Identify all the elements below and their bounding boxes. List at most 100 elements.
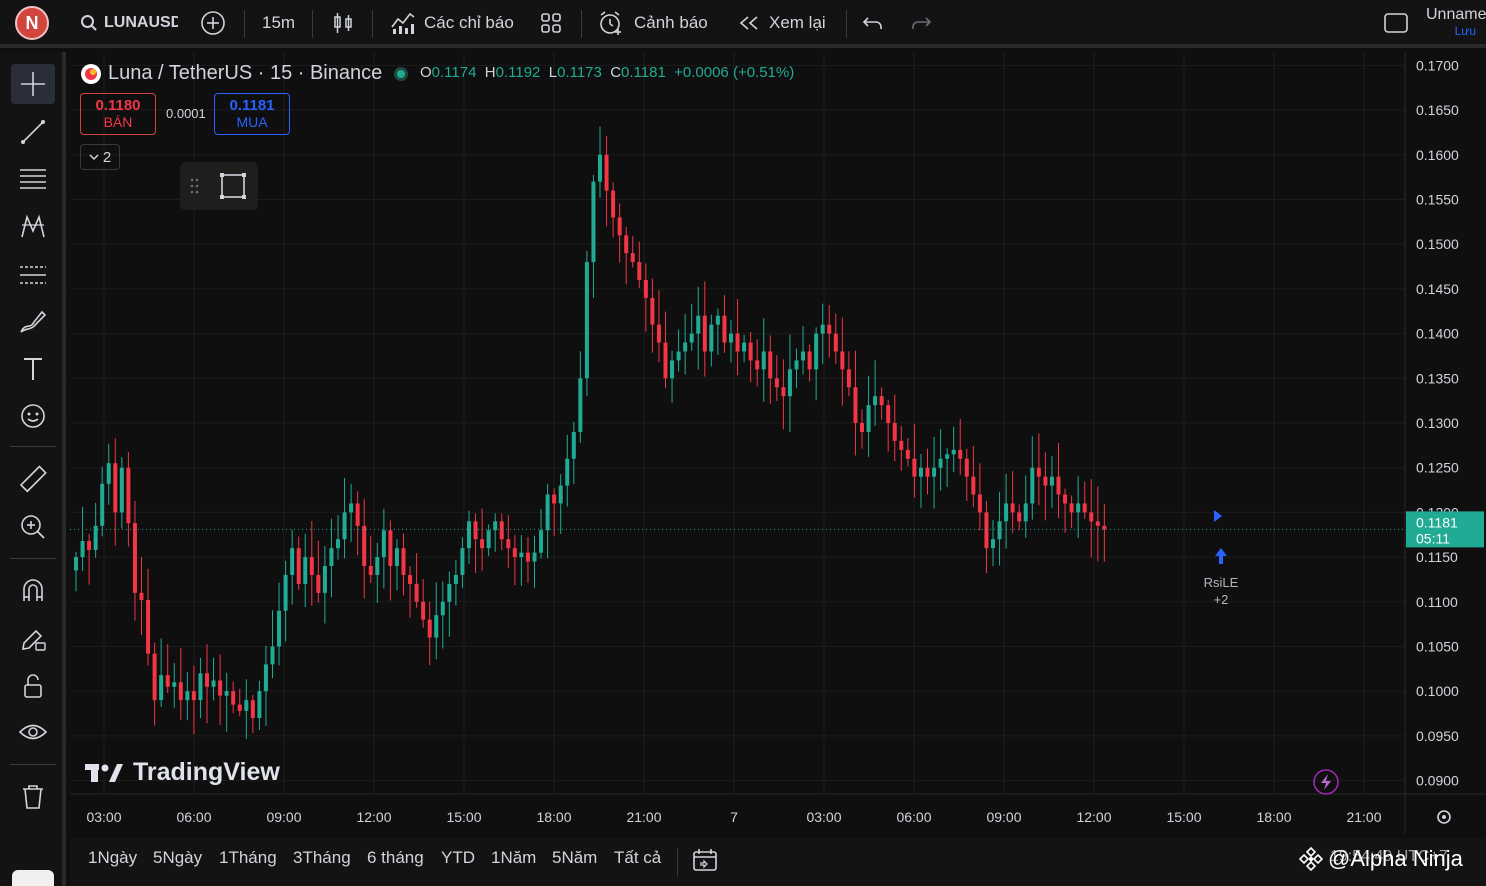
chart-pane[interactable]: 0.1700 0.1650 0.1600 0.1550 0.1500 0.1450 0.14… <box>70 52 1486 834</box>
replay-button[interactable]: Xem lại <box>737 0 826 46</box>
hide-drawings-tool[interactable] <box>11 713 55 753</box>
range-6m[interactable]: 6 tháng <box>367 848 424 867</box>
remove-drawings-tool[interactable] <box>11 777 55 817</box>
pencil-lock-icon <box>22 629 46 651</box>
y-tick-label: 0.1300 <box>1416 415 1459 431</box>
y-tick-label: 0.0900 <box>1416 773 1459 789</box>
candle-body <box>493 521 498 531</box>
candle-body <box>283 574 288 611</box>
range-1y[interactable]: 1Năm <box>491 848 537 867</box>
candle-body <box>1076 503 1081 513</box>
zoom-tool[interactable] <box>11 507 55 547</box>
range-ytd[interactable]: YTD <box>441 848 475 867</box>
redo-icon <box>912 17 932 29</box>
lightning-icon <box>1321 774 1331 790</box>
buy-button[interactable]: 0.1181 MUA <box>214 93 290 135</box>
candle-body <box>814 333 819 370</box>
candle-body <box>316 574 321 593</box>
candle-body <box>106 463 111 484</box>
candle-body <box>748 342 753 361</box>
range-3m[interactable]: 3Tháng <box>293 848 351 867</box>
templates-button[interactable] <box>540 0 562 46</box>
measure-tool[interactable] <box>11 460 55 500</box>
lightning-circle-icon <box>1313 769 1339 795</box>
symbol-search-button[interactable]: LUNAUSD <box>80 0 178 46</box>
indicators-button[interactable]: Các chỉ báo <box>390 0 514 46</box>
settings-gear-center <box>1442 815 1446 819</box>
smiley-icon <box>21 404 45 428</box>
candle-body <box>211 680 216 687</box>
candle-body <box>303 557 308 584</box>
indicators-label: Các chỉ báo <box>424 13 514 32</box>
candle-body <box>886 405 891 423</box>
layout-name[interactable]: Unname Lưu <box>1426 6 1486 38</box>
range-1m[interactable]: 1Tháng <box>219 848 277 867</box>
x-tick-label: 15:00 <box>446 809 481 825</box>
zoom-in-icon <box>21 515 45 539</box>
lock-drawings-tool[interactable] <box>11 666 55 706</box>
candle-body <box>375 557 380 575</box>
candle-body <box>860 423 864 432</box>
candle-body <box>460 548 465 575</box>
y-tick-label: 0.1450 <box>1416 281 1459 297</box>
candle-body <box>329 548 334 567</box>
candle-body <box>787 369 792 397</box>
symbol-legend[interactable]: Luna / TetherUS · 15 · Binance <box>80 62 409 85</box>
drag-handle-icon[interactable] <box>190 177 200 195</box>
divider <box>10 558 56 559</box>
range-all[interactable]: Tất cả <box>614 848 662 867</box>
chart-type-button[interactable] <box>332 0 354 46</box>
redo-button[interactable] <box>910 0 932 46</box>
range-5y[interactable]: 5Năm <box>552 848 598 867</box>
candle-body <box>322 566 327 593</box>
settings-gear-icon <box>1437 810 1451 824</box>
candle-body <box>925 467 930 477</box>
text-tool[interactable] <box>11 349 55 389</box>
sell-button[interactable]: 0.1180 BÁN <box>80 93 156 135</box>
save-label[interactable]: Lưu <box>1454 24 1476 38</box>
candle-body <box>807 351 812 370</box>
spread-value: 0.0001 <box>166 106 206 121</box>
interval-button[interactable]: 15m <box>262 13 296 32</box>
candle-body <box>702 315 707 352</box>
range-1d[interactable]: 1Ngày <box>88 848 138 867</box>
crosshair-tool[interactable] <box>11 64 55 104</box>
candle-body <box>277 610 282 647</box>
candle-body <box>87 541 92 550</box>
candle-body <box>696 315 701 334</box>
pattern-tool[interactable] <box>11 207 55 247</box>
candle-body <box>598 154 602 182</box>
fib-tool[interactable] <box>11 159 55 199</box>
brush-tool[interactable] <box>11 302 55 342</box>
date-range-icon[interactable] <box>692 848 718 872</box>
candle-body <box>676 351 681 361</box>
candle-body <box>650 297 655 325</box>
object-tree-button[interactable] <box>12 870 54 886</box>
ohlc-values: O0.1174 H0.1192 L0.1173 C0.1181 +0.0006 … <box>420 64 794 81</box>
range-5d[interactable]: 5Ngày <box>153 848 203 867</box>
trend-line-icon <box>21 120 45 144</box>
prediction-tool[interactable] <box>11 255 55 295</box>
y-tick-label: 0.0950 <box>1416 728 1459 744</box>
candle-body <box>296 548 301 584</box>
alerts-button[interactable]: Cảnh báo <box>598 0 708 46</box>
price-chart[interactable]: 0.1700 0.1650 0.1600 0.1550 0.1500 0.1450 0.14… <box>70 52 1486 834</box>
x-tick-label: 18:00 <box>1256 809 1291 825</box>
trend-line-tool[interactable] <box>11 112 55 152</box>
layout-toggle-button[interactable] <box>1383 0 1409 46</box>
candle-body <box>991 539 995 549</box>
emoji-tool[interactable] <box>11 396 55 436</box>
compare-symbol-button[interactable] <box>200 0 226 46</box>
candle-body <box>853 387 858 423</box>
clock-time[interactable]: 19:54:49 UTC+7 <box>1330 848 1448 865</box>
stay-in-drawing-tool[interactable] <box>11 619 55 659</box>
collapse-indicators-button[interactable]: 2 <box>80 144 120 170</box>
magnet-tool[interactable] <box>11 571 55 611</box>
change-value: +0.0006 (+0.51%) <box>674 64 795 81</box>
candle-body <box>146 600 151 654</box>
undo-button[interactable] <box>862 0 884 46</box>
candle-body <box>290 548 295 575</box>
rectangle-select-icon[interactable] <box>218 171 248 201</box>
user-avatar[interactable]: N <box>15 6 49 40</box>
x-tick-label: 12:00 <box>356 809 391 825</box>
